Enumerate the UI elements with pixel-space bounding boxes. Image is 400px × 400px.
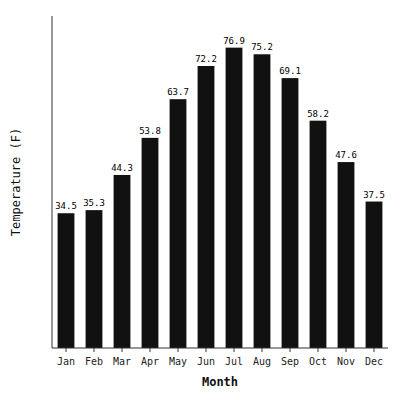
x-tick-label: Sep: [281, 356, 299, 367]
x-tick-label: Feb: [85, 356, 103, 367]
bar: [282, 78, 299, 348]
data-label: 69.1: [279, 66, 301, 76]
x-tick-label: Apr: [141, 356, 159, 367]
x-tick-label: Mar: [113, 356, 131, 367]
x-tick: [150, 348, 151, 352]
bar: [226, 48, 243, 348]
x-axis-label: Month: [202, 375, 238, 389]
data-label: 75.2: [251, 42, 273, 52]
data-label: 47.6: [335, 150, 357, 160]
x-tick-label: Oct: [309, 356, 327, 367]
bar: [86, 210, 103, 348]
data-label: 63.7: [167, 87, 189, 97]
data-label: 53.8: [139, 126, 161, 136]
data-label: 35.3: [83, 198, 105, 208]
chart-container: Jan Feb Mar Apr May Jun Jul Aug Sep Oct Nov Dec 34.5…: [0, 0, 400, 400]
x-tick-label: Aug: [253, 356, 271, 367]
bar: [254, 54, 271, 348]
data-label: 76.9: [223, 36, 245, 46]
bar: [142, 138, 159, 348]
x-tick: [234, 348, 235, 352]
x-tick-label: Jan: [57, 356, 75, 367]
x-axis-line: [52, 348, 388, 349]
x-tick-label: Nov: [337, 356, 355, 367]
x-tick: [122, 348, 123, 352]
bars: [58, 48, 383, 348]
data-label: 58.2: [307, 109, 329, 119]
data-label: 44.3: [111, 163, 133, 173]
bar: [310, 121, 327, 348]
x-tick: [374, 348, 375, 352]
x-tick: [290, 348, 291, 352]
y-axis-label: Temperature (F): [9, 128, 23, 236]
x-tick-label: Dec: [365, 356, 383, 367]
x-tick-label: Jun: [197, 356, 215, 367]
bar: [114, 175, 131, 348]
chart-svg: Jan Feb Mar Apr May Jun Jul Aug Sep Oct Nov Dec 34.5…: [0, 0, 400, 400]
bar: [170, 99, 187, 348]
data-label: 34.5: [55, 201, 77, 211]
bar: [198, 66, 215, 348]
x-tick: [178, 348, 179, 352]
x-tick-label: May: [169, 356, 187, 367]
x-tick: [206, 348, 207, 352]
x-tick: [66, 348, 67, 352]
bar: [338, 162, 355, 348]
x-tick: [262, 348, 263, 352]
data-label: 72.2: [195, 54, 217, 64]
x-tick-label: Jul: [225, 356, 243, 367]
bar: [366, 202, 383, 348]
x-tick: [346, 348, 347, 352]
x-tick: [94, 348, 95, 352]
y-axis-line: [52, 16, 53, 348]
bar: [58, 213, 75, 348]
data-label: 37.5: [363, 190, 385, 200]
x-tick: [318, 348, 319, 352]
